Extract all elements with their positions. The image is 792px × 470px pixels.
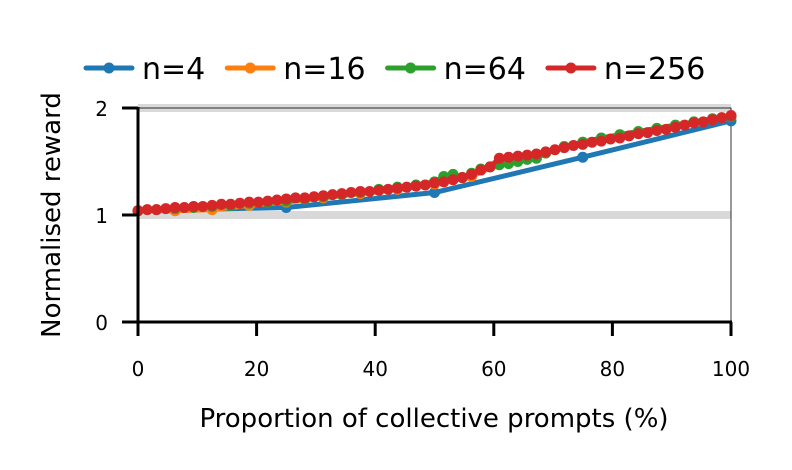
- data-point-n4-2: [429, 187, 440, 199]
- data-point-n256-15: [271, 194, 283, 206]
- x-tick-label-100: 100: [712, 357, 750, 381]
- data-point-n256-55: [642, 127, 654, 139]
- data-point-n4-3: [577, 151, 589, 163]
- data-point-n256-50: [595, 135, 607, 147]
- data-point-n256-47: [567, 139, 579, 151]
- x-axis-title: Proportion of collective prompts (%): [199, 404, 668, 434]
- data-point-n256-26: [373, 184, 385, 196]
- legend: n=4 n=16 n=64 n=256: [83, 52, 705, 87]
- data-point-n256-44: [540, 146, 552, 158]
- legend-label-n16: n=16: [283, 52, 365, 87]
- data-point-n256-58: [669, 121, 681, 133]
- data-point-n256-32: [429, 177, 440, 189]
- data-point-n256-54: [632, 128, 644, 140]
- data-point-n256-63: [716, 112, 728, 124]
- data-point-n256-30: [410, 180, 422, 192]
- x-tick-label-20: 20: [244, 357, 269, 381]
- y-axis-title: Normalised reward: [37, 92, 67, 338]
- legend-label-n256: n=256: [604, 52, 705, 87]
- legend-item-n256: n=256: [545, 52, 705, 87]
- data-point-n256-57: [660, 123, 672, 135]
- data-point-n256-27: [382, 183, 394, 195]
- data-point-n256-11: [234, 197, 246, 209]
- legend-item-n64: n=64: [385, 52, 526, 87]
- data-point-n256-17: [290, 192, 302, 204]
- legend-item-n16: n=16: [224, 52, 366, 87]
- data-point-n256-29: [401, 181, 413, 193]
- legend-swatch-marker-n64: [405, 62, 417, 74]
- data-point-n256-41: [512, 150, 524, 162]
- data-point-n256-60: [688, 117, 700, 129]
- data-point-n256-40: [503, 151, 515, 163]
- data-point-n256-5: [178, 202, 190, 214]
- x-tick-label-80: 80: [600, 357, 625, 381]
- data-point-n256-25: [364, 185, 376, 197]
- data-point-n256-46: [558, 142, 570, 154]
- data-point-n256-52: [614, 132, 626, 144]
- legend-item-n4: n=4: [83, 52, 205, 87]
- data-point-n256-16: [280, 193, 292, 205]
- data-point-n256-3: [160, 203, 172, 215]
- data-point-n256-10: [225, 198, 237, 210]
- y-tick-label-2: 2: [95, 97, 108, 121]
- data-point-n256-21: [327, 189, 339, 201]
- data-point-n256-61: [697, 116, 709, 128]
- y-tick-label-1: 1: [95, 204, 108, 228]
- series-group: [132, 109, 737, 217]
- legend-label-n4: n=4: [142, 52, 205, 87]
- data-point-n256-31: [419, 179, 431, 191]
- data-point-n256-36: [466, 168, 478, 180]
- data-point-n256-9: [215, 198, 227, 210]
- data-point-n256-28: [391, 182, 403, 194]
- data-point-n256-45: [549, 144, 561, 156]
- data-point-n256-35: [456, 172, 468, 184]
- data-point-n256-7: [197, 200, 209, 212]
- data-point-n256-14: [262, 195, 274, 207]
- x-tick-label-40: 40: [362, 357, 387, 381]
- data-point-n256-6: [188, 200, 200, 212]
- data-point-n256-34: [447, 174, 459, 186]
- data-point-n256-18: [299, 192, 311, 204]
- data-point-n256-8: [206, 199, 218, 211]
- data-point-n256-51: [605, 133, 617, 145]
- data-point-n256-33: [438, 176, 450, 188]
- legend-swatch-marker-n16: [244, 62, 256, 74]
- data-point-n256-39: [493, 152, 505, 164]
- data-point-n256-49: [586, 136, 598, 148]
- data-point-n256-38: [484, 161, 496, 173]
- data-point-n256-64: [725, 109, 737, 121]
- data-point-n256-12: [243, 196, 255, 208]
- axes: 0 20 40 60 80 100 0 1 2: [95, 97, 750, 381]
- data-point-n256-13: [252, 196, 264, 208]
- data-point-n256-1: [141, 204, 153, 216]
- data-point-n256-22: [336, 188, 348, 200]
- data-point-n256-37: [475, 164, 487, 176]
- x-tick-label-60: 60: [481, 357, 506, 381]
- data-point-n256-62: [706, 114, 718, 126]
- data-point-n256-24: [354, 185, 366, 197]
- data-point-n256-56: [651, 124, 663, 136]
- legend-swatch-marker-n256: [565, 62, 577, 74]
- data-point-n256-42: [521, 149, 533, 161]
- data-point-n256-2: [151, 204, 163, 216]
- data-point-n256-19: [308, 191, 320, 203]
- data-point-n256-20: [317, 190, 329, 202]
- data-point-n256-23: [345, 187, 357, 199]
- y-tick-label-0: 0: [95, 311, 108, 335]
- data-point-n256-59: [679, 119, 691, 131]
- reference-lines: [138, 104, 731, 219]
- data-point-n256-53: [623, 130, 635, 142]
- data-point-n256-48: [577, 138, 589, 150]
- data-point-n256-4: [169, 202, 181, 214]
- legend-label-n64: n=64: [444, 52, 526, 87]
- series-n256: [132, 109, 737, 217]
- x-tick-label-0: 0: [132, 357, 145, 381]
- data-point-n256-43: [530, 148, 542, 160]
- legend-swatch-marker-n4: [103, 62, 115, 74]
